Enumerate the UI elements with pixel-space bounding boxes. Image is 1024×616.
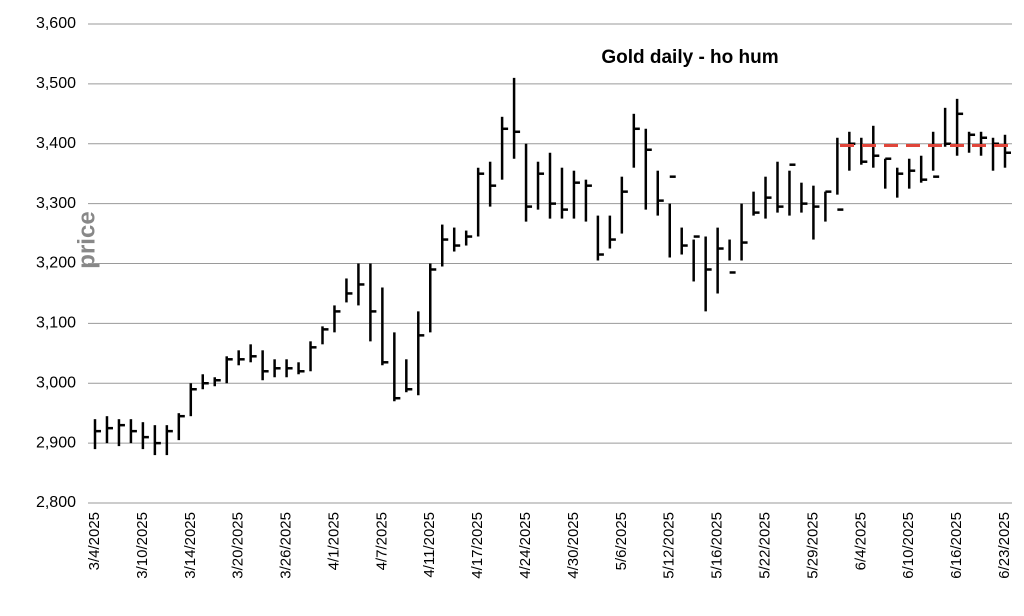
x-tick-label: 3/20/2025 (230, 512, 247, 579)
x-tick-label: 5/16/2025 (709, 512, 726, 579)
x-tick-label: 5/22/2025 (756, 512, 773, 579)
y-tick-label: 3,400 (36, 135, 76, 152)
x-tick-label: 6/10/2025 (900, 512, 917, 579)
y-tick-label: 3,200 (36, 255, 76, 272)
x-tick-label: 3/4/2025 (86, 512, 103, 570)
x-tick-label: 4/24/2025 (517, 512, 534, 579)
x-tick-label: 5/6/2025 (613, 512, 630, 570)
x-tick-label: 3/14/2025 (182, 512, 199, 579)
x-tick-label: 5/29/2025 (804, 512, 821, 579)
y-tick-label: 3,000 (36, 374, 76, 391)
x-tick-label: 4/30/2025 (565, 512, 582, 579)
x-tick-label: 4/11/2025 (421, 512, 438, 578)
x-tick-label: 6/4/2025 (852, 512, 869, 570)
y-tick-label: 3,500 (36, 75, 76, 92)
x-tick-label: 4/1/2025 (325, 512, 342, 570)
x-tick-label: 6/23/2025 (996, 512, 1013, 579)
y-axis-label: price (73, 211, 100, 268)
x-tick-label: 6/16/2025 (948, 512, 965, 579)
y-tick-label: 2,800 (36, 494, 76, 511)
x-tick-label: 3/26/2025 (278, 512, 295, 579)
x-tick-label: 4/7/2025 (373, 512, 390, 570)
y-tick-label: 3,600 (36, 15, 76, 32)
y-tick-label: 3,300 (36, 195, 76, 212)
chart-title: Gold daily - ho hum (601, 47, 778, 68)
y-tick-label: 3,100 (36, 315, 76, 332)
y-tick-label: 2,900 (36, 434, 76, 451)
x-tick-label: 3/10/2025 (134, 512, 151, 579)
x-tick-label: 4/17/2025 (469, 512, 486, 579)
x-tick-label: 5/12/2025 (661, 512, 678, 579)
